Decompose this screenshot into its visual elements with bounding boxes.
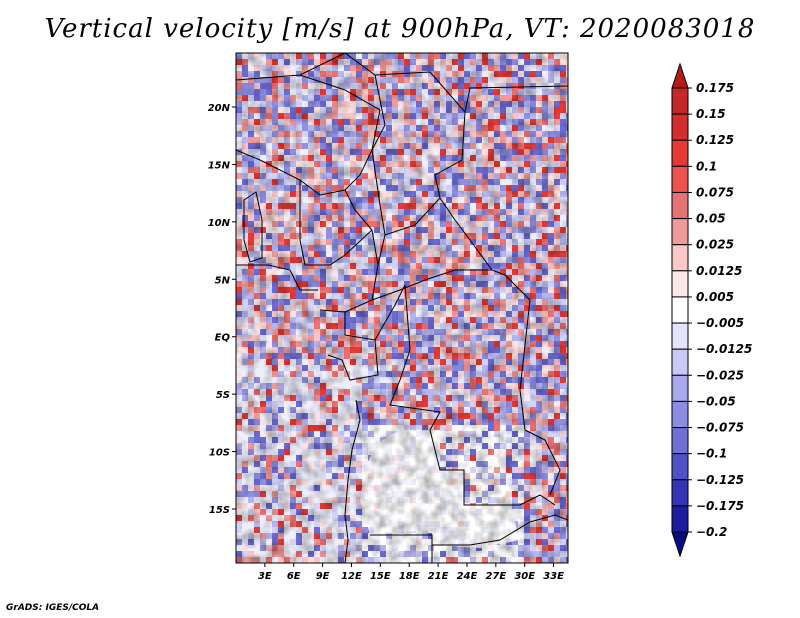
chart-title: Vertical velocity [m/s] at 900hPa, VT: 2…: [44, 14, 756, 44]
y-tick-label: 15N: [208, 160, 231, 171]
y-tick-label: 5N: [215, 275, 231, 286]
x-axis: 3E 6E 9E 12E 15E 18E 21E 24E 27E 30E 33E: [258, 563, 564, 582]
x-tick-label: 12E: [341, 571, 362, 582]
y-tick-label: 5S: [216, 390, 230, 401]
x-tick-label: 15E: [370, 571, 391, 582]
y-tick-label: 10S: [209, 448, 230, 459]
colorbar-label: −0.0125: [696, 342, 752, 356]
colorbar-label: 0.175: [696, 81, 734, 95]
x-tick-label: 21E: [428, 571, 449, 582]
colorbar-segment: [671, 453, 689, 481]
colorbar-label: 0.0125: [696, 264, 742, 278]
x-tick-label: 3E: [258, 571, 272, 582]
colorbar-segment: [671, 87, 689, 115]
colorbar-segment: [671, 296, 689, 324]
x-tick-label: 33E: [543, 571, 564, 582]
colorbar-segment: [671, 218, 689, 246]
x-tick-label: 30E: [514, 571, 535, 582]
colorbar-label: 0.025: [696, 238, 734, 252]
x-tick-label: 24E: [457, 571, 478, 582]
colorbar-cap-top: [671, 62, 689, 89]
x-tick-label: 27E: [485, 571, 506, 582]
x-tick-label: 6E: [287, 571, 301, 582]
colorbar-label: −0.1: [696, 447, 727, 461]
colorbar-label: 0.125: [696, 133, 734, 147]
colorbar-segment: [671, 244, 689, 272]
colorbar-label: −0.2: [696, 525, 727, 539]
colorbar-label: 0.15: [696, 107, 726, 121]
colorbar-segment: [671, 505, 689, 533]
colorbar-cap-bottom: [671, 531, 689, 558]
field-texture: [236, 53, 568, 563]
country-borders: [236, 53, 568, 563]
y-tick-label: 20N: [208, 103, 231, 114]
colorbar-segment: [671, 479, 689, 507]
colorbar-label: −0.05: [696, 394, 736, 408]
x-tick-label: 9E: [316, 571, 330, 582]
colorbar-label: 0.1: [696, 159, 717, 173]
y-axis: 20N 15N 10N 5N EQ 5S 10S 15S: [208, 103, 236, 516]
colorbar-label: 0.005: [696, 290, 734, 304]
colorbar-segment: [671, 191, 689, 220]
colorbar-label: −0.005: [696, 316, 744, 330]
colorbar-label: −0.025: [696, 368, 744, 382]
plot-frame: [235, 52, 569, 564]
colorbar-label: −0.075: [696, 421, 744, 435]
colorbar-segment: [671, 165, 689, 193]
x-tick-label: 18E: [399, 571, 420, 582]
y-tick-label: EQ: [215, 333, 231, 344]
colorbar-segment: [671, 348, 689, 376]
y-tick-label: 10N: [208, 218, 231, 229]
colorbar-segment: [671, 374, 689, 402]
colorbar-label: −0.125: [696, 473, 744, 487]
colorbar-segment: [671, 270, 689, 298]
velocity-field: [236, 53, 568, 563]
grads-annotation: GrADS: IGES/COLA: [6, 603, 100, 613]
colorbar-label: 0.05: [696, 212, 726, 226]
colorbar-segment: [671, 427, 689, 455]
colorbar-segment: [671, 400, 689, 429]
y-tick-label: 15S: [209, 505, 230, 516]
colorbar-segment: [671, 113, 689, 141]
colorbar: 0.175 0.15 0.125 0.1 0.075 0.05 0.025 0.0125 0.0…: [671, 62, 752, 558]
colorbar-label: −0.175: [696, 499, 744, 513]
colorbar-label: 0.075: [696, 185, 734, 199]
colorbar-segment: [671, 139, 689, 167]
colorbar-segment: [671, 322, 689, 350]
